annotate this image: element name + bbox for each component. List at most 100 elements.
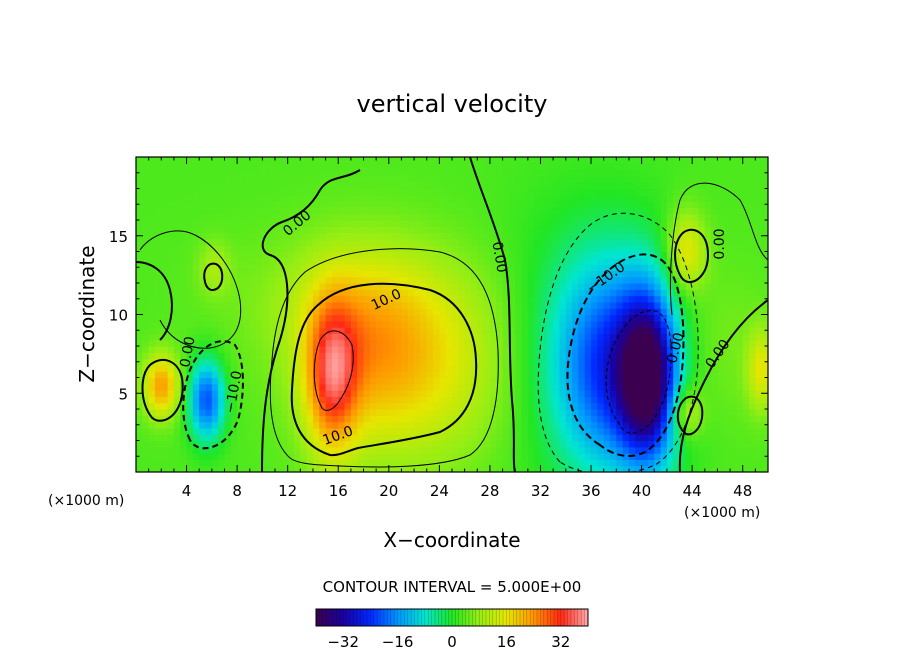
field-cell — [199, 308, 207, 316]
field-cell — [256, 188, 263, 196]
field-cell — [192, 157, 200, 164]
field-cell — [654, 352, 662, 360]
field-cell — [420, 188, 428, 196]
field-cell — [224, 402, 232, 410]
field-cell — [685, 402, 693, 410]
field-cell — [584, 220, 592, 227]
field-cell — [350, 213, 358, 221]
field-cell — [704, 440, 712, 448]
field-cell — [173, 320, 181, 328]
field-cell — [647, 182, 655, 190]
field-cell — [211, 453, 219, 460]
field-cell — [249, 295, 257, 303]
field-cell — [350, 251, 358, 259]
field-cell — [211, 270, 219, 278]
field-cell — [249, 276, 257, 284]
field-cell — [559, 220, 567, 227]
field-cell — [755, 283, 763, 290]
field-cell — [755, 465, 763, 472]
field-cell — [445, 157, 453, 164]
field-cell — [452, 440, 459, 448]
field-cell — [445, 352, 453, 360]
field-cell — [218, 220, 226, 227]
field-cell — [496, 188, 504, 196]
field-cell — [749, 289, 756, 297]
field-cell — [755, 459, 763, 467]
field-cell — [704, 453, 712, 460]
field-cell — [711, 352, 719, 360]
field-cell — [148, 396, 156, 404]
field-cell — [565, 194, 573, 202]
field-cell — [148, 333, 156, 341]
field-cell — [685, 459, 693, 467]
field-cell — [268, 440, 276, 448]
field-cell — [521, 188, 529, 196]
field-cell — [489, 358, 497, 366]
field-cell — [559, 163, 567, 171]
field-cell — [736, 377, 744, 385]
field-cell — [426, 358, 434, 366]
field-cell — [572, 163, 579, 171]
field-cell — [338, 157, 346, 164]
field-cell — [540, 333, 548, 341]
field-cell — [338, 220, 346, 227]
field-cell — [477, 390, 485, 397]
field-cell — [142, 213, 150, 221]
field-cell — [401, 188, 409, 196]
field-cell — [357, 346, 365, 353]
field-cell — [376, 213, 384, 221]
field-cell — [641, 465, 649, 472]
field-cell — [483, 308, 491, 316]
field-cell — [142, 308, 150, 316]
field-cell — [546, 446, 554, 454]
field-cell — [357, 289, 365, 297]
field-cell — [344, 232, 352, 240]
field-cell — [161, 295, 169, 303]
field-cell — [192, 163, 200, 171]
field-cell — [154, 409, 162, 416]
field-cell — [534, 377, 542, 385]
field-cell — [597, 434, 605, 442]
field-cell — [186, 270, 194, 278]
field-cell — [325, 453, 333, 460]
field-cell — [534, 207, 542, 215]
field-cell — [388, 377, 396, 385]
field-cell — [445, 238, 453, 246]
field-cell — [205, 283, 213, 290]
field-cell — [452, 163, 459, 171]
field-cell — [666, 169, 674, 177]
field-cell — [142, 383, 150, 391]
field-cell — [407, 377, 415, 385]
field-cell — [275, 188, 282, 196]
field-cell — [546, 409, 554, 416]
field-cell — [167, 421, 175, 429]
field-cell — [660, 364, 668, 372]
field-cell — [698, 238, 706, 246]
field-cell — [294, 352, 301, 360]
field-cell — [647, 409, 655, 416]
field-cell — [717, 251, 725, 259]
field-cell — [401, 169, 409, 177]
field-cell — [173, 188, 181, 196]
field-cell — [281, 283, 289, 290]
field-cell — [344, 377, 352, 385]
field-cell — [477, 251, 485, 259]
field-cell — [325, 245, 333, 253]
field-cell — [698, 446, 706, 454]
field-cell — [230, 314, 238, 322]
field-cell — [218, 257, 226, 265]
field-cell — [685, 283, 693, 290]
field-cell — [325, 434, 333, 442]
field-cell — [749, 409, 756, 416]
field-cell — [742, 301, 750, 309]
field-cell — [641, 264, 649, 271]
field-cell — [698, 264, 706, 271]
field-cell — [401, 383, 409, 391]
field-cell — [180, 440, 188, 448]
field-cell — [723, 358, 731, 366]
field-cell — [565, 427, 573, 435]
field-cell — [749, 276, 756, 284]
field-cell — [660, 446, 668, 454]
field-cell — [382, 377, 390, 385]
field-cell — [262, 276, 270, 284]
